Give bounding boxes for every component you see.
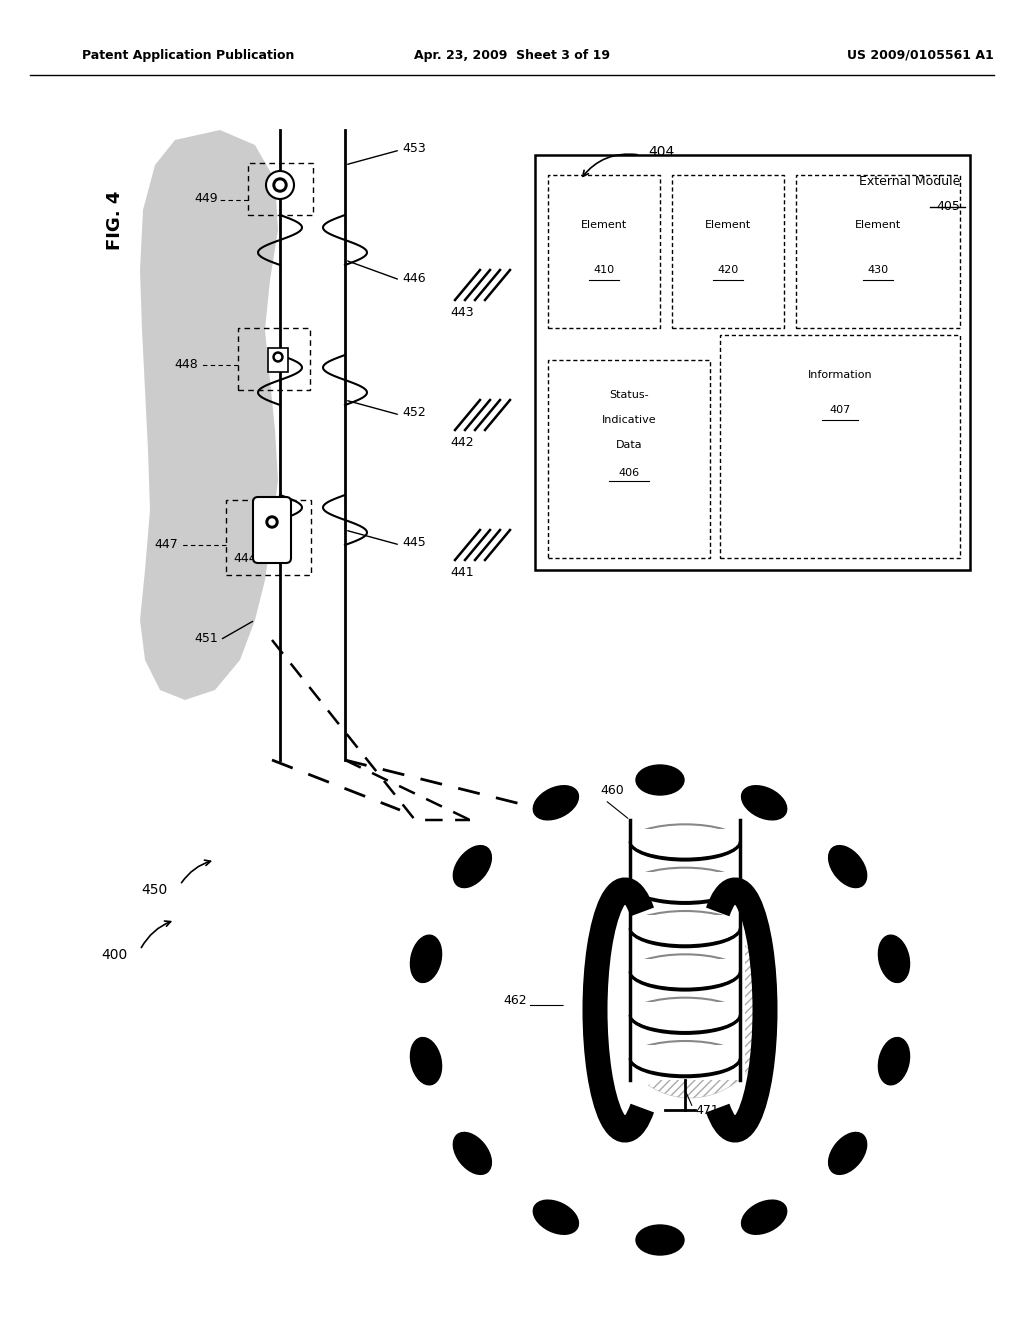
- Text: 462: 462: [503, 994, 526, 1006]
- Text: 405: 405: [936, 201, 961, 213]
- Text: 453: 453: [402, 141, 426, 154]
- Text: 420: 420: [718, 265, 738, 275]
- Text: 452: 452: [402, 407, 426, 420]
- Ellipse shape: [636, 1225, 684, 1255]
- Text: 444: 444: [233, 552, 257, 565]
- Ellipse shape: [828, 846, 866, 887]
- Ellipse shape: [454, 846, 492, 887]
- Text: 407: 407: [829, 405, 851, 414]
- Text: 448: 448: [174, 358, 198, 371]
- FancyBboxPatch shape: [268, 348, 288, 372]
- FancyBboxPatch shape: [630, 958, 740, 985]
- Ellipse shape: [741, 785, 786, 820]
- Text: 447: 447: [155, 537, 178, 550]
- Text: 451: 451: [195, 631, 218, 644]
- Text: Element: Element: [705, 220, 752, 230]
- Text: FIG. 4: FIG. 4: [106, 190, 124, 249]
- Text: Data: Data: [615, 440, 642, 450]
- Text: 460: 460: [600, 784, 624, 796]
- Text: Patent Application Publication: Patent Application Publication: [82, 49, 294, 62]
- Text: 445: 445: [402, 536, 426, 549]
- Text: US 2009/0105561 A1: US 2009/0105561 A1: [847, 49, 993, 62]
- Text: 404: 404: [648, 145, 674, 158]
- Circle shape: [269, 519, 275, 525]
- Circle shape: [273, 178, 287, 191]
- Text: 449: 449: [195, 193, 218, 206]
- Ellipse shape: [411, 935, 441, 982]
- Ellipse shape: [534, 1200, 579, 1234]
- Text: Status-: Status-: [609, 389, 649, 400]
- Text: 471: 471: [695, 1104, 719, 1117]
- Circle shape: [266, 516, 278, 528]
- Text: 442: 442: [450, 436, 474, 449]
- Text: 430: 430: [867, 265, 889, 275]
- Text: Element: Element: [855, 220, 901, 230]
- FancyBboxPatch shape: [630, 873, 740, 898]
- Text: Element: Element: [581, 220, 627, 230]
- Ellipse shape: [411, 1038, 441, 1085]
- Text: Apr. 23, 2009  Sheet 3 of 19: Apr. 23, 2009 Sheet 3 of 19: [414, 49, 610, 62]
- Ellipse shape: [879, 935, 909, 982]
- Circle shape: [273, 352, 283, 362]
- FancyBboxPatch shape: [253, 498, 291, 564]
- FancyBboxPatch shape: [630, 1045, 740, 1072]
- Text: 400: 400: [101, 948, 128, 962]
- Ellipse shape: [828, 1133, 866, 1175]
- Text: 441: 441: [450, 565, 474, 578]
- Text: Indicative: Indicative: [602, 414, 656, 425]
- Text: Information: Information: [808, 370, 872, 380]
- Ellipse shape: [879, 1038, 909, 1085]
- Text: 443: 443: [450, 305, 474, 318]
- Text: 446: 446: [402, 272, 426, 285]
- Circle shape: [275, 355, 281, 359]
- Circle shape: [266, 172, 294, 199]
- Ellipse shape: [741, 1200, 786, 1234]
- Circle shape: [276, 181, 284, 189]
- Polygon shape: [140, 129, 278, 700]
- Ellipse shape: [636, 766, 684, 795]
- Ellipse shape: [563, 932, 696, 1088]
- Text: 410: 410: [594, 265, 614, 275]
- Ellipse shape: [534, 785, 579, 820]
- FancyBboxPatch shape: [630, 1002, 740, 1028]
- Text: 450: 450: [141, 883, 168, 898]
- FancyBboxPatch shape: [630, 829, 740, 854]
- Text: 406: 406: [618, 469, 640, 478]
- Text: External Module: External Module: [859, 176, 961, 187]
- FancyBboxPatch shape: [630, 915, 740, 941]
- FancyBboxPatch shape: [625, 820, 745, 1080]
- Ellipse shape: [454, 1133, 492, 1175]
